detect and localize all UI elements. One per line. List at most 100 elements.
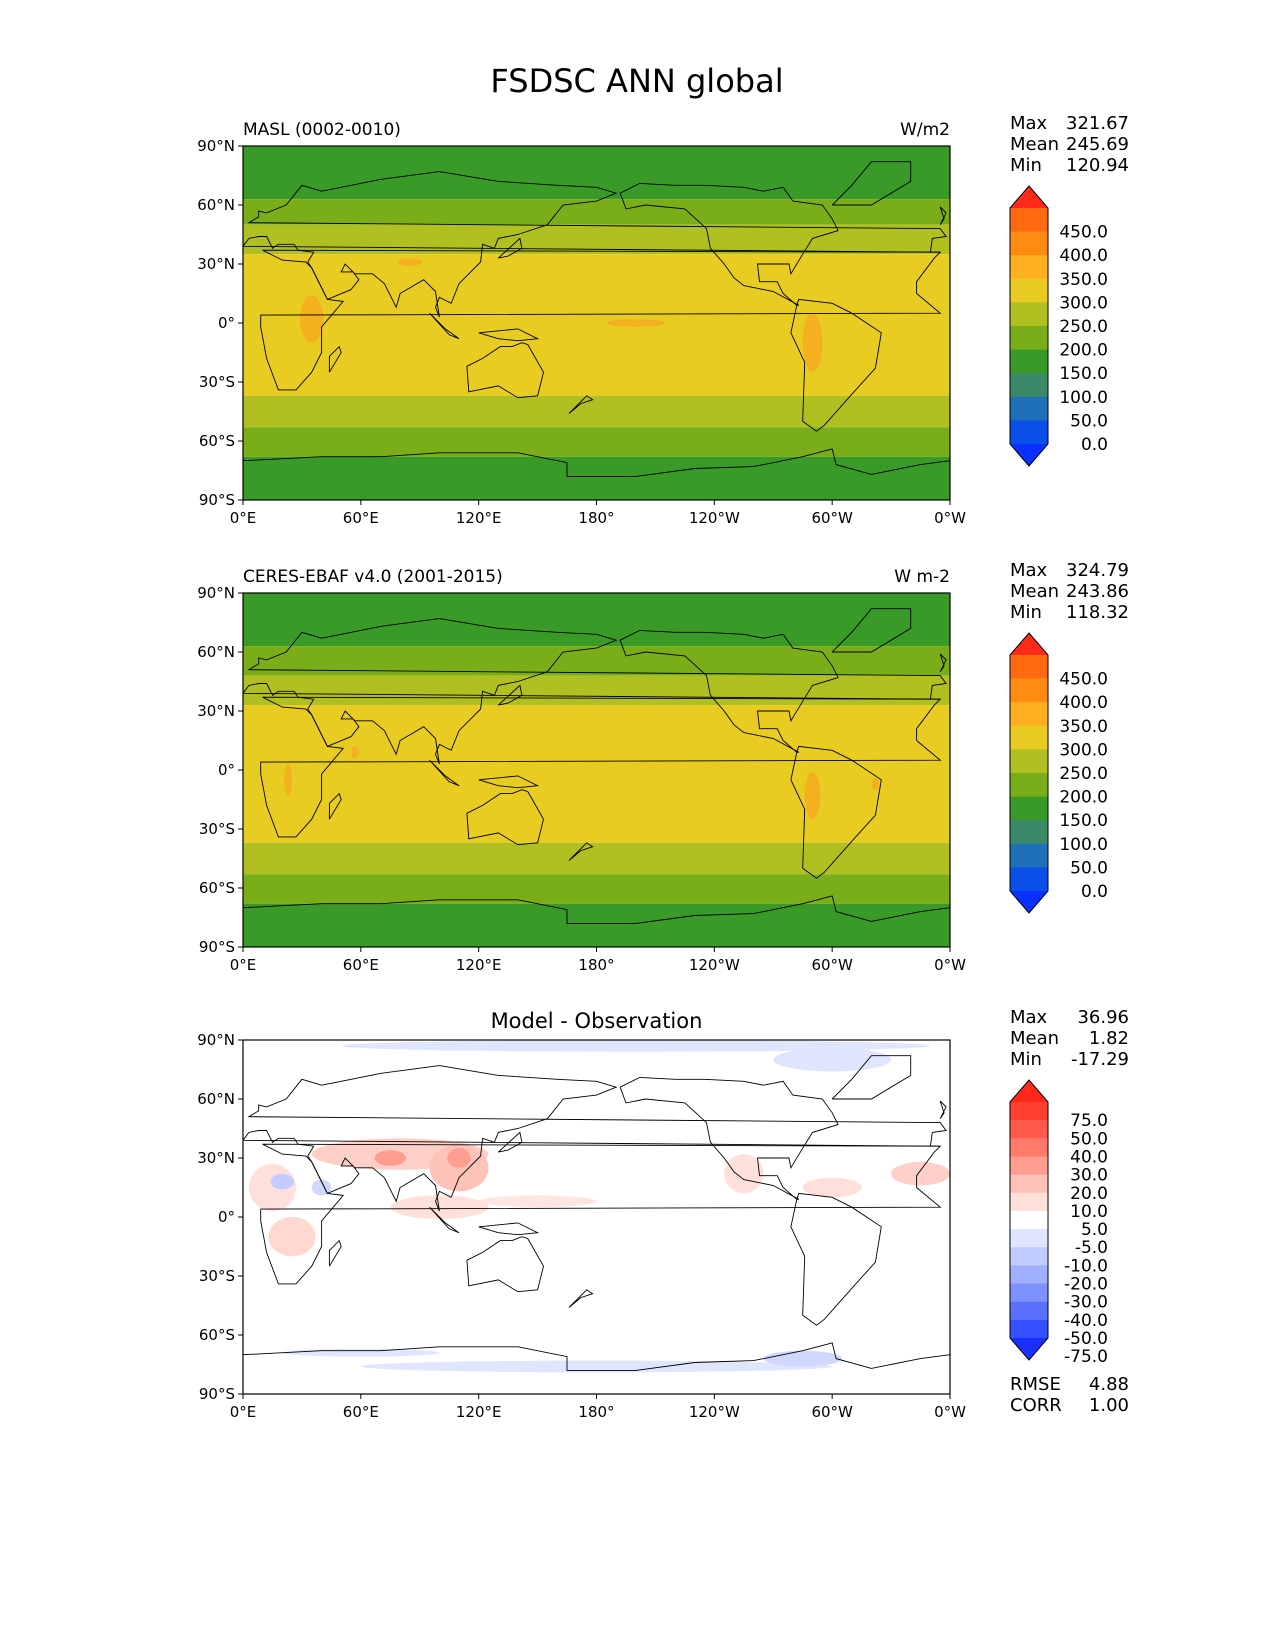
field-anomaly [284,764,293,796]
lon-tick-label: 120°E [456,509,502,527]
coastline [260,696,942,838]
coastline [939,653,947,672]
field-band [243,675,950,706]
colorbar-segment [1010,749,1048,774]
colorbar-tick-label: 400.0 [1059,246,1108,266]
lat-tick-label: 60°N [197,1090,235,1108]
colorbar-tick-label: 400.0 [1059,693,1108,713]
stat-value: -17.29 [1071,1049,1129,1070]
colorbar-segment [1010,396,1048,421]
stat-label: Max [1010,560,1048,581]
coastline [619,182,839,306]
field-anomaly [270,1173,295,1190]
colorbar-extend-min [1010,444,1048,466]
stat-value: 243.86 [1066,581,1129,602]
lat-tick-label: 90°N [197,1031,235,1049]
field-anomaly [360,1360,833,1373]
field-anomaly [763,1350,842,1367]
coastline [478,1222,540,1236]
coastline [466,789,544,846]
colorbar-segment [1010,702,1048,727]
colorbar-segment [1010,1174,1048,1194]
stat-value: 245.69 [1066,134,1129,155]
lat-tick-label: 0° [218,761,235,779]
lat-tick-label: 90°S [199,938,235,956]
coastline [497,1131,523,1153]
coastline [831,608,912,653]
colorbar-outline [1009,1079,1049,1361]
lat-tick-label: 30°N [197,1149,235,1167]
lon-tick-label: 120°W [689,956,740,974]
coastline [831,1055,912,1100]
coastline [260,249,942,391]
colorbar-extend-min [1010,891,1048,913]
coastline [568,395,594,414]
lon-tick-label: 60°E [343,1403,379,1421]
stat-value: 1.82 [1089,1028,1129,1049]
coastline [790,1192,882,1326]
field-map [243,146,950,500]
coastline [466,342,544,399]
lon-tick-label: 120°W [689,509,740,527]
field-anomaly [804,771,821,820]
field-band [243,456,950,500]
colorbar-tick-label: 0.0 [1081,882,1108,902]
colorbar-extend-max [1010,633,1048,655]
lon-tick-label: 0°E [230,509,257,527]
lat-tick-label: 90°S [199,1385,235,1403]
field-band [243,646,950,676]
lon-tick-label: 120°E [456,956,502,974]
colorbar-extend-max [1010,1080,1048,1102]
colorbar-tick-label: 350.0 [1059,270,1108,290]
colorbar-segment [1010,655,1048,680]
colorbar-tick-label: 100.0 [1059,388,1108,408]
colorbar-tick-label: -20.0 [1064,1275,1108,1295]
field-anomaly [802,313,823,373]
figure-title: FSDSC ANN global [490,62,783,100]
lon-tick-label: 60°W [811,509,853,527]
colorbar-tick-label: -10.0 [1064,1256,1108,1276]
lon-tick-label: 180° [578,956,614,974]
field-band [243,874,950,904]
colorbar-outline [1009,185,1049,467]
colorbar-segment [1010,1319,1048,1339]
lat-tick-label: 0° [218,314,235,332]
coastline [260,1143,942,1285]
lat-tick-label: 30°N [197,255,235,273]
stat-value: 321.67 [1066,113,1129,134]
coastline [478,328,540,342]
colorbar-segment [1010,867,1048,892]
colorbar-segment [1010,1265,1048,1285]
colorbar-tick-label: 150.0 [1059,811,1108,831]
colorbar-tick-label: -75.0 [1064,1347,1108,1367]
coastline [568,842,594,861]
metric-label: CORR [1010,1395,1062,1416]
colorbar-tick-label: 450.0 [1059,670,1108,690]
colorbar-tick-label: 100.0 [1059,835,1108,855]
stat-value: 36.96 [1077,1007,1129,1028]
panel-left-title: MASL (0002-0010) [243,120,401,140]
coastline [619,629,839,753]
coastline [243,618,947,765]
lon-tick-label: 60°E [343,509,379,527]
colorbar-segment [1010,231,1048,256]
lon-tick-label: 0°E [230,956,257,974]
field-band [243,395,950,428]
field-anomaly [374,1150,407,1166]
metric-value: 4.88 [1089,1374,1129,1395]
coastline [790,745,882,879]
colorbar-tick-label: -40.0 [1064,1311,1108,1331]
field-anomaly [871,777,880,790]
coastline [497,684,523,706]
colorbar-segment [1010,1120,1048,1139]
field-band [243,427,950,457]
lat-tick-label: 30°S [199,820,235,838]
colorbar-tick-label: -50.0 [1064,1329,1108,1349]
colorbar-tick-label: 50.0 [1070,411,1108,431]
colorbar-segment [1010,208,1048,233]
colorbar-segment [1010,302,1048,327]
field-band [243,903,950,947]
coastline [328,792,342,820]
stat-label: Min [1010,155,1042,176]
